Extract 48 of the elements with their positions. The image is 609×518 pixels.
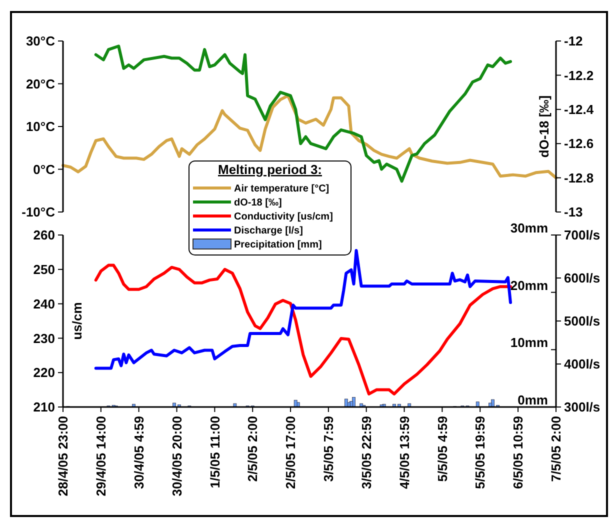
y-tick-label: 240 — [33, 296, 55, 312]
x-tick-label: 5/5/05 19:59 — [472, 416, 488, 490]
y-tick-label: 220 — [33, 365, 55, 380]
x-tick-label: 2/5/05 2:00 — [245, 416, 260, 482]
legend-label: Air temperature [°C] — [234, 184, 330, 194]
y3-tick-label: 20mm — [510, 278, 548, 293]
legend-label: Conductivity [us/cm] — [234, 212, 333, 222]
legend-label: Discharge [l/s] — [234, 226, 303, 236]
y-axis-title: us/cm — [70, 302, 85, 340]
legend-title: Melting period 3: — [218, 162, 322, 177]
x-tick-label: 7/5/05 2:00 — [548, 416, 564, 482]
x-tick-label: 28/4/05 23:00 — [56, 416, 71, 496]
y3-tick-label: 10mm — [510, 335, 548, 350]
y2-tick-label: -12.2 — [564, 68, 594, 83]
x-tick-label: 29/4/05 14:00 — [93, 416, 108, 496]
y-tick-label: 210 — [33, 400, 55, 415]
legend-label: dO-18 [‰] — [234, 198, 282, 208]
y-tick-label: 20°C — [26, 76, 56, 92]
x-tick-label: 5/5/05 4:59 — [434, 416, 450, 482]
y2-axis-title: dO-18 [‰] — [536, 95, 552, 158]
y3-tick-label: 0mm — [518, 392, 548, 408]
y2-tick-label: -12.8 — [564, 170, 594, 186]
y2-tick-label: 700l/s — [564, 228, 600, 243]
x-tick-label: 1/5/05 11:00 — [207, 416, 222, 488]
x-tick-label: 2/5/05 17:00 — [283, 416, 298, 490]
y-tick-label: 230 — [33, 330, 55, 346]
y-tick-label: 250 — [33, 262, 55, 277]
y-tick-label: 260 — [33, 228, 55, 243]
x-tick-label: 6/5/05 10:59 — [510, 416, 526, 490]
y2-tick-label: -13 — [564, 204, 583, 220]
y2-tick-label: 600l/s — [564, 270, 600, 286]
x-tick-label: 30/4/05 20:00 — [169, 416, 184, 496]
x-tick-label: 3/5/05 22:59 — [358, 416, 374, 490]
y2-tick-label: 500l/s — [564, 314, 600, 329]
y3-tick-label: 30mm — [510, 220, 548, 236]
y2-tick-label: -12 — [564, 34, 583, 49]
y2-tick-label: 300l/s — [564, 400, 600, 415]
y2-tick-label: -12.4 — [564, 102, 594, 117]
y2-tick-label: -12.6 — [564, 136, 594, 152]
y-tick-label: 0°C — [33, 162, 56, 177]
x-tick-label: 30/4/05 4:59 — [131, 416, 146, 490]
y-tick-label: -10°C — [22, 204, 56, 220]
y-tick-label: 30°C — [26, 34, 56, 49]
legend-label: Precipitation [mm] — [234, 240, 322, 250]
x-tick-label: 3/5/05 7:59 — [320, 416, 336, 482]
y2-tick-label: 400l/s — [564, 356, 600, 372]
y-tick-label: 10°C — [26, 119, 56, 134]
x-tick-label: 4/5/05 13:59 — [396, 416, 412, 490]
